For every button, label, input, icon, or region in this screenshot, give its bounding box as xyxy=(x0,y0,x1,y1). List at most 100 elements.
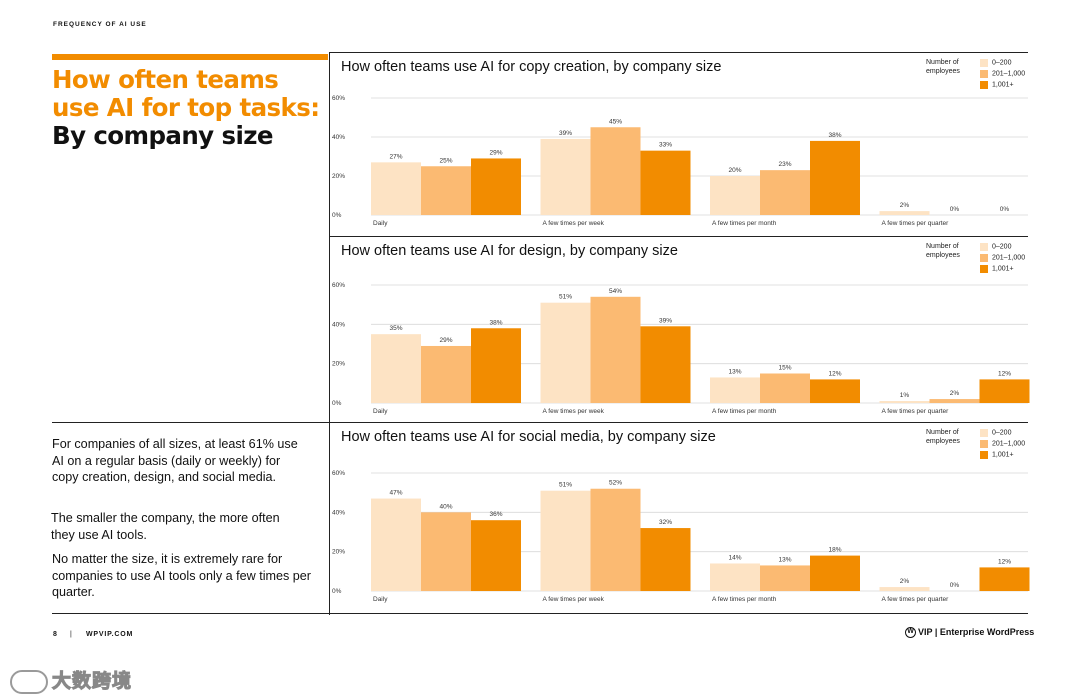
data-label: 47% xyxy=(389,490,402,497)
legend-label: 201–1,000 xyxy=(992,440,1026,448)
data-label: 12% xyxy=(828,370,841,377)
divider-bottom xyxy=(52,613,1028,614)
y-tick-label: 40% xyxy=(332,321,345,328)
legend-item-1: 201–1,000 xyxy=(980,440,1025,449)
data-label: 32% xyxy=(659,519,672,526)
section-kicker: FREQUENCY OF AI USE xyxy=(53,21,147,28)
accent-bar xyxy=(52,54,328,60)
x-category-label: Daily xyxy=(373,596,388,603)
bar xyxy=(760,170,810,215)
bar xyxy=(760,565,810,591)
legend-item-0: 0–200 xyxy=(980,243,1011,252)
data-label: 2% xyxy=(900,202,910,209)
data-label: 13% xyxy=(778,556,791,563)
bar-chart-design: 0% 20% 40% 60% 35% 29% 38% Daily 51% 54% 39% A few … xyxy=(332,282,1030,415)
data-label: 38% xyxy=(489,319,502,326)
data-label: 45% xyxy=(609,118,622,125)
x-category-label: A few times per month xyxy=(712,220,777,227)
data-label: 20% xyxy=(728,167,741,174)
bar xyxy=(371,498,421,591)
legend-swatch xyxy=(980,451,988,459)
legend-item-0: 0–200 xyxy=(980,429,1011,438)
data-label: 29% xyxy=(489,149,502,156)
data-label: 35% xyxy=(389,325,402,332)
chart-title: How often teams use AI for copy creation… xyxy=(341,59,722,75)
legend-label: 201–1,000 xyxy=(992,70,1026,78)
legend-item-2: 1,001+ xyxy=(980,451,1014,460)
data-label: 29% xyxy=(439,337,452,344)
data-label: 38% xyxy=(828,132,841,139)
bar xyxy=(590,296,641,403)
footer-site-link[interactable]: WPVIP.COM xyxy=(86,631,134,638)
bar xyxy=(760,373,810,403)
legend-label: 1,001+ xyxy=(992,81,1014,89)
data-label: 12% xyxy=(998,558,1011,565)
title-line-1: How often teams xyxy=(52,65,279,94)
bar xyxy=(540,490,591,591)
data-label: 12% xyxy=(998,370,1011,377)
legend-title: Number of employees xyxy=(926,59,960,75)
chart-legend: Number of employees 0–200 201–1,000 1,00… xyxy=(926,59,1026,99)
bar xyxy=(879,401,930,403)
legend-swatch xyxy=(980,59,988,67)
y-tick-label: 0% xyxy=(332,588,342,595)
legend-item-1: 201–1,000 xyxy=(980,70,1025,79)
chart-panel-copy: How often teams use AI for copy creation… xyxy=(330,53,1028,236)
x-category-label: A few times per week xyxy=(543,220,605,227)
y-tick-label: 20% xyxy=(332,549,345,556)
bar xyxy=(810,555,860,591)
data-label: 39% xyxy=(659,317,672,324)
legend-label: 1,001+ xyxy=(992,451,1014,459)
chart-legend: Number of employees 0–200 201–1,000 1,00… xyxy=(926,243,1026,283)
bar xyxy=(710,176,760,215)
chart-title: How often teams use AI for design, by co… xyxy=(341,243,678,259)
wordpress-icon: W xyxy=(905,627,916,639)
divider-vertical xyxy=(329,52,330,615)
y-tick-label: 60% xyxy=(332,470,345,477)
watermark-logo-icon xyxy=(10,669,48,694)
page-number: 8 xyxy=(53,631,58,638)
bar xyxy=(590,488,641,591)
chart-panel-social: How often teams use AI for social media,… xyxy=(330,423,1030,613)
x-category-label: A few times per quarter xyxy=(882,596,950,603)
x-category-label: Daily xyxy=(373,220,388,227)
data-label: 2% xyxy=(900,578,910,585)
legend-label: 201–1,000 xyxy=(992,254,1026,262)
data-label: 18% xyxy=(828,547,841,554)
title-line-2: use AI for top tasks: xyxy=(52,93,320,122)
bar xyxy=(710,377,760,403)
sidebar-paragraph-3: No matter the size, it is extremely rare… xyxy=(52,552,312,599)
divider-2 xyxy=(52,422,1028,423)
bar xyxy=(640,528,691,591)
bar xyxy=(421,345,471,403)
bar-chart-copy-creation: 0% 20% 40% 60% 27% 25% 29% Daily 39% 45% 33% A few … xyxy=(332,95,1028,227)
data-label: 40% xyxy=(439,503,452,510)
data-label: 13% xyxy=(728,368,741,375)
brand-logo: W VIP | Enterprise WordPress xyxy=(905,627,1034,639)
x-category-label: A few times per month xyxy=(712,596,777,603)
legend-label: 0–200 xyxy=(992,429,1012,437)
bar xyxy=(421,166,471,215)
data-label: 0% xyxy=(950,206,960,213)
footer-separator: | xyxy=(70,631,73,638)
title-line-3: By company size xyxy=(52,121,274,150)
bar xyxy=(810,140,860,215)
page-title: How often teams use AI for top tasks: By… xyxy=(52,66,322,150)
legend-label: 0–200 xyxy=(992,243,1012,251)
legend-swatch xyxy=(980,440,988,448)
divider-1 xyxy=(330,236,1028,237)
x-category-label: A few times per week xyxy=(543,408,605,415)
divider-top xyxy=(330,52,1028,53)
legend-item-0: 0–200 xyxy=(980,59,1011,68)
data-label: 0% xyxy=(1000,206,1010,213)
data-label: 1% xyxy=(900,392,910,399)
legend-swatch xyxy=(980,265,988,273)
bar xyxy=(979,567,1030,591)
legend-label: 1,001+ xyxy=(992,265,1014,273)
bar xyxy=(810,379,860,403)
bar xyxy=(590,127,641,215)
data-label: 23% xyxy=(778,161,791,168)
sidebar-paragraph-1: For companies of all sizes, at least 61%… xyxy=(52,437,298,484)
x-category-label: A few times per week xyxy=(543,596,605,603)
data-label: 14% xyxy=(728,554,741,561)
